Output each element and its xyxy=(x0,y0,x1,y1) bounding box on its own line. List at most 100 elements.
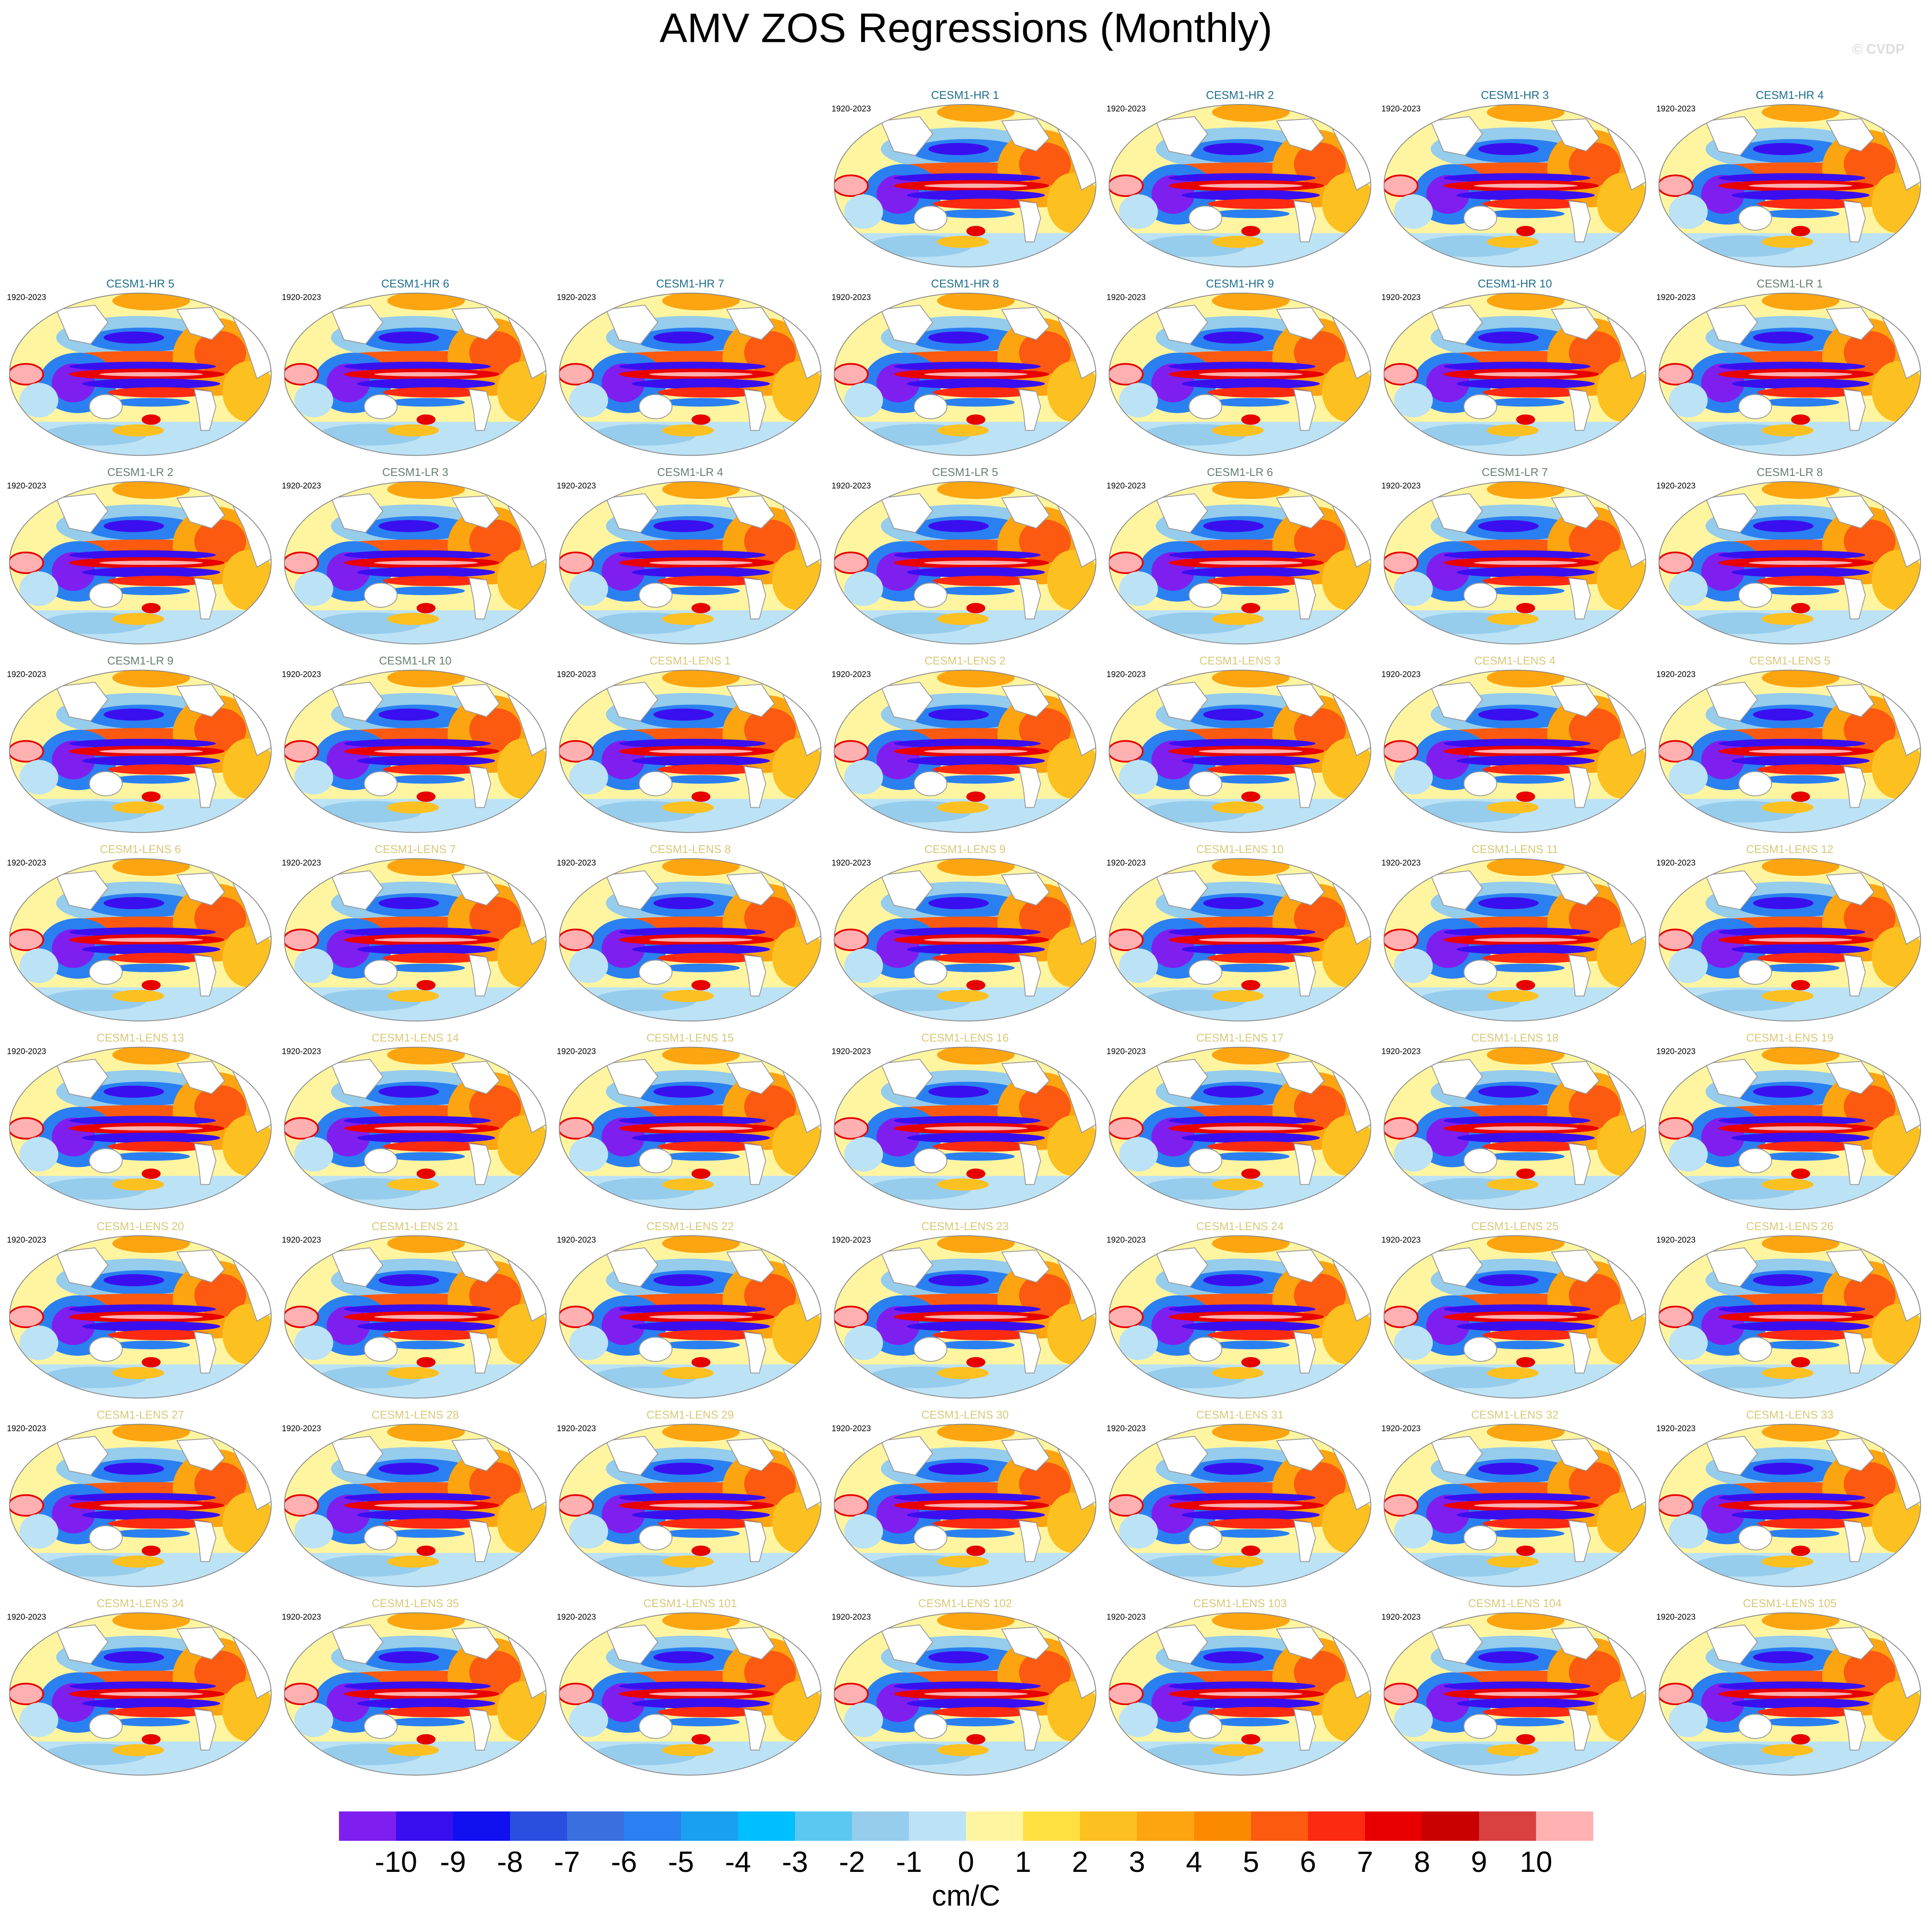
map xyxy=(558,292,824,457)
map-panel: CESM1-LENS 13 1920-2023 xyxy=(7,1031,274,1210)
map xyxy=(1658,292,1924,457)
panel-title: CESM1-LR 3 xyxy=(382,466,448,479)
colorbar-swatch xyxy=(852,1811,909,1841)
map xyxy=(1108,103,1374,268)
map-panel: CESM1-LENS 31 1920-2023 xyxy=(1106,1408,1374,1587)
panel-period: 1920-2023 xyxy=(7,1613,46,1622)
panel-period: 1920-2023 xyxy=(1381,1236,1421,1245)
colorbar-tick-label: -3 xyxy=(782,1846,808,1878)
map-panel: CESM1-HR 6 1920-2023 xyxy=(282,277,549,456)
panel-period: 1920-2023 xyxy=(282,482,321,491)
panel-title: CESM1-LENS 20 xyxy=(97,1220,184,1233)
panel-title: CESM1-LENS 16 xyxy=(922,1031,1009,1044)
panel-title: CESM1-LENS 15 xyxy=(646,1031,734,1044)
panel-period: 1920-2023 xyxy=(1656,482,1696,491)
panel-period: 1920-2023 xyxy=(1106,1047,1146,1056)
panel-title: CESM1-LENS 104 xyxy=(1468,1597,1562,1610)
panel-period: 1920-2023 xyxy=(1381,1047,1421,1056)
panel-title: CESM1-HR 7 xyxy=(656,277,724,290)
map-panel: CESM1-LR 8 1920-2023 xyxy=(1656,466,1924,645)
panel-title: CESM1-LR 9 xyxy=(107,654,173,667)
colorbar-swatch xyxy=(453,1811,510,1841)
map xyxy=(284,1234,549,1399)
colorbar-swatch xyxy=(1422,1811,1479,1841)
map xyxy=(1108,669,1374,834)
map xyxy=(833,292,1099,457)
panel-title: CESM1-LR 6 xyxy=(1207,466,1273,479)
map-panel: CESM1-LENS 27 1920-2023 xyxy=(7,1408,274,1587)
map xyxy=(1383,480,1649,645)
map xyxy=(833,669,1099,834)
map xyxy=(1658,1234,1924,1399)
map-panel: CESM1-LENS 35 1920-2023 xyxy=(282,1597,549,1776)
map-panel: CESM1-LENS 12 1920-2023 xyxy=(1656,843,1924,1022)
map xyxy=(1383,1423,1649,1588)
panel-period: 1920-2023 xyxy=(282,1424,321,1434)
map xyxy=(558,1423,824,1588)
map xyxy=(1383,103,1649,268)
map xyxy=(9,1234,274,1399)
colorbar-tick-label: -6 xyxy=(611,1846,637,1878)
colorbar-tick-label: -5 xyxy=(668,1846,694,1878)
map xyxy=(284,292,549,457)
map xyxy=(284,1423,549,1588)
panel-period: 1920-2023 xyxy=(557,482,596,491)
panel-title: CESM1-LENS 31 xyxy=(1196,1408,1283,1421)
map xyxy=(1383,292,1649,457)
map-panel: CESM1-LENS 5 1920-2023 xyxy=(1656,654,1924,833)
colorbar-tick-label: 0 xyxy=(958,1846,974,1878)
colorbar-tick-label: 9 xyxy=(1471,1846,1487,1878)
panel-period: 1920-2023 xyxy=(282,293,321,302)
panel-period: 1920-2023 xyxy=(1381,105,1421,114)
panel-period: 1920-2023 xyxy=(1106,1613,1146,1622)
panel-period: 1920-2023 xyxy=(832,1236,871,1245)
panel-period: 1920-2023 xyxy=(557,670,596,679)
map-panel: CESM1-LENS 29 1920-2023 xyxy=(557,1408,824,1587)
panel-title: CESM1-LR 5 xyxy=(932,466,998,479)
panel-title: CESM1-LENS 27 xyxy=(97,1408,184,1421)
panel-title: CESM1-LENS 14 xyxy=(371,1031,459,1044)
panel-title: CESM1-LENS 19 xyxy=(1746,1031,1833,1044)
colorbar-tick-label: 1 xyxy=(1015,1846,1031,1878)
panel-period: 1920-2023 xyxy=(7,482,46,491)
colorbar-swatch xyxy=(1023,1811,1080,1841)
panel-title: CESM1-LENS 32 xyxy=(1471,1408,1558,1421)
map xyxy=(1658,1046,1924,1211)
map-panel: CESM1-LENS 4 1920-2023 xyxy=(1381,654,1649,833)
panel-period: 1920-2023 xyxy=(1106,670,1146,679)
map xyxy=(9,292,274,457)
panel-title: CESM1-LENS 4 xyxy=(1474,654,1555,667)
map-panel: CESM1-LENS 30 1920-2023 xyxy=(832,1408,1099,1587)
colorbar-swatch xyxy=(510,1811,567,1841)
colorbar-tick-label: 4 xyxy=(1186,1846,1202,1878)
panel-title: CESM1-LENS 2 xyxy=(925,654,1006,667)
map-panel: CESM1-LR 4 1920-2023 xyxy=(557,466,824,645)
panel-period: 1920-2023 xyxy=(832,1424,871,1434)
map-panel: CESM1-LR 7 1920-2023 xyxy=(1381,466,1649,645)
map-panel: CESM1-LENS 7 1920-2023 xyxy=(282,843,549,1022)
map xyxy=(1658,669,1924,834)
colorbar-swatch xyxy=(681,1811,738,1841)
panel-period: 1920-2023 xyxy=(832,1047,871,1056)
map-panel: CESM1-LENS 21 1920-2023 xyxy=(282,1220,549,1399)
panel-title: CESM1-LENS 33 xyxy=(1746,1408,1833,1421)
colorbar-tick-label: -4 xyxy=(725,1846,751,1878)
panel-period: 1920-2023 xyxy=(7,1047,46,1056)
colorbar-tick-label: -1 xyxy=(896,1846,922,1878)
panel-period: 1920-2023 xyxy=(1381,482,1421,491)
map-panel: CESM1-LENS 101 1920-2023 xyxy=(557,1597,824,1776)
map xyxy=(9,857,274,1022)
panel-title: CESM1-LENS 103 xyxy=(1193,1597,1287,1610)
panel-title: CESM1-LR 1 xyxy=(1757,277,1823,290)
panel-period: 1920-2023 xyxy=(832,293,871,302)
panel-period: 1920-2023 xyxy=(832,670,871,679)
panel-title: CESM1-LR 8 xyxy=(1757,466,1823,479)
map xyxy=(284,1046,549,1211)
map xyxy=(1108,857,1374,1022)
map-panel: CESM1-LENS 8 1920-2023 xyxy=(557,843,824,1022)
panel-period: 1920-2023 xyxy=(832,859,871,868)
panel-period: 1920-2023 xyxy=(832,1613,871,1622)
panel-title: CESM1-LR 10 xyxy=(379,654,452,667)
map xyxy=(833,1423,1099,1588)
